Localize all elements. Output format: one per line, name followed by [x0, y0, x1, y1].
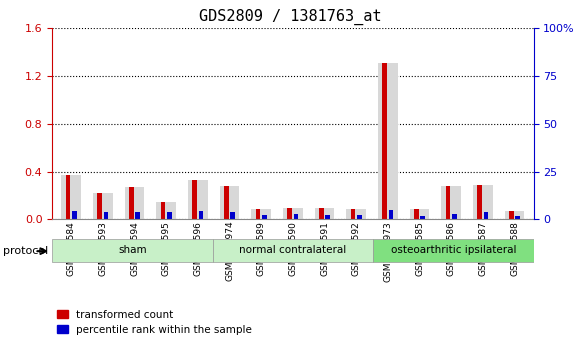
Bar [61, 175, 81, 219]
Bar [319, 207, 324, 219]
Bar [351, 209, 356, 219]
Text: sham: sham [118, 245, 147, 256]
Bar [346, 209, 366, 219]
Text: osteoarthritic ipsilateral: osteoarthritic ipsilateral [390, 245, 516, 256]
Bar [135, 212, 140, 219]
Bar [97, 193, 102, 219]
Text: protocol: protocol [3, 246, 48, 256]
Bar [230, 212, 235, 219]
Bar [293, 213, 299, 219]
Bar [188, 180, 208, 219]
Bar [72, 211, 77, 219]
Bar [484, 212, 488, 219]
Bar [473, 185, 493, 219]
Bar [66, 175, 70, 219]
Bar [224, 186, 229, 219]
Bar [213, 239, 373, 262]
Bar [129, 187, 134, 219]
Bar [104, 212, 108, 219]
Bar [378, 63, 398, 219]
Bar [167, 212, 172, 219]
Bar [157, 201, 176, 219]
Bar [441, 186, 461, 219]
Bar [125, 187, 144, 219]
Bar [220, 186, 240, 219]
Bar [445, 186, 451, 219]
Bar [315, 207, 335, 219]
Bar [193, 180, 197, 219]
Bar [161, 201, 165, 219]
Bar [516, 216, 520, 219]
Bar [357, 215, 362, 219]
Legend: transformed count, percentile rank within the sample: transformed count, percentile rank withi… [57, 310, 252, 335]
Bar [409, 209, 429, 219]
Bar [287, 207, 292, 219]
Bar [452, 213, 457, 219]
Text: normal contralateral: normal contralateral [240, 245, 346, 256]
Bar [256, 209, 260, 219]
Bar [199, 211, 204, 219]
Bar [262, 215, 267, 219]
Bar [477, 185, 482, 219]
Bar [509, 211, 514, 219]
Bar [251, 209, 271, 219]
Bar [325, 215, 330, 219]
Text: GDS2809 / 1381763_at: GDS2809 / 1381763_at [199, 9, 381, 25]
Bar [382, 63, 387, 219]
Bar [93, 193, 113, 219]
Bar [420, 216, 425, 219]
Bar [283, 207, 303, 219]
Bar [52, 239, 213, 262]
Bar [414, 209, 419, 219]
Bar [373, 239, 534, 262]
Bar [505, 211, 524, 219]
Bar [389, 210, 393, 219]
